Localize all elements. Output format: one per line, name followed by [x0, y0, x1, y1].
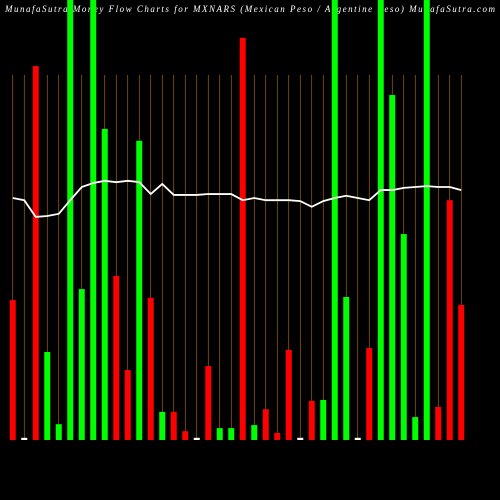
bar: [228, 428, 235, 440]
bar: [412, 417, 419, 440]
bar: [274, 432, 281, 440]
bar: [159, 411, 166, 440]
bar: [182, 431, 189, 440]
bar: [331, 0, 338, 440]
bar: [400, 234, 407, 440]
bar: [78, 289, 85, 440]
bar: [354, 437, 361, 440]
bar: [124, 370, 131, 440]
money-flow-line: [12, 179, 462, 218]
bar: [458, 304, 465, 440]
bar: [216, 428, 223, 440]
bar: [21, 437, 28, 440]
bar: [297, 437, 304, 440]
bar: [262, 409, 269, 440]
bar: [285, 349, 292, 440]
bar: [170, 411, 177, 440]
bar: [308, 400, 315, 440]
bar: [101, 128, 108, 441]
bar: [423, 0, 430, 440]
bar: [32, 66, 39, 440]
bar: [147, 297, 154, 440]
bar: [320, 399, 327, 440]
bar: [251, 425, 258, 440]
chart-title: MunafaSutra Money Flow Charts for MXNARS…: [4, 4, 495, 14]
bar: [113, 275, 120, 440]
bar: [55, 424, 62, 440]
bar: [67, 0, 74, 440]
bar: [435, 407, 442, 440]
bar: [136, 140, 143, 441]
bar: [205, 366, 212, 440]
bar: [193, 437, 200, 440]
bar: [44, 352, 51, 440]
bar: [389, 95, 396, 440]
bar: [377, 0, 384, 440]
bar: [9, 300, 16, 440]
bar: [366, 348, 373, 440]
bar: [90, 0, 97, 440]
bar: [343, 297, 350, 440]
bar: [446, 200, 453, 440]
bar: [239, 37, 246, 441]
